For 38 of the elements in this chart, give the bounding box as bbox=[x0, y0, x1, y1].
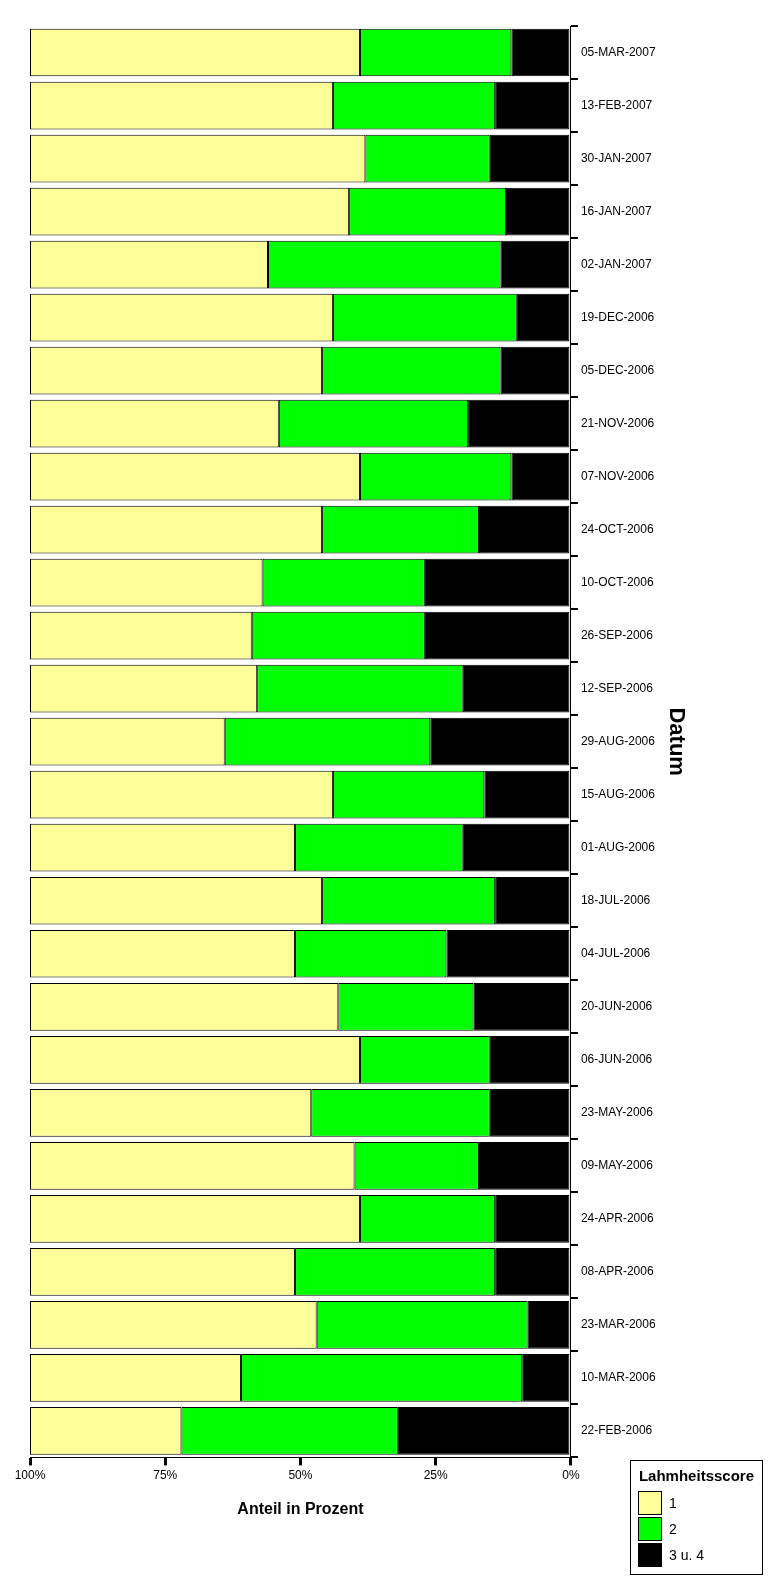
y-tick-label: 21-NOV-2006 bbox=[580, 415, 655, 430]
y-tick-label: 12-SEP-2006 bbox=[580, 681, 654, 695]
y-tick-label: 15-AUG-2006 bbox=[580, 787, 656, 802]
y-tick-label: 06-JUN-2006 bbox=[580, 1052, 653, 1067]
y-tick-label: 18-JUL-2006 bbox=[580, 893, 651, 908]
y-tick-label: 10-OCT-2006 bbox=[580, 574, 654, 589]
y-tick-label: 05-MAR-2007 bbox=[580, 44, 656, 59]
y-tick-label: 13-FEB-2007 bbox=[580, 97, 653, 112]
y-tick-label: 19-DEC-2006 bbox=[580, 309, 655, 324]
x-axis-title: Anteil in Prozent bbox=[237, 1499, 365, 1517]
y-tick-label: 08-APR-2006 bbox=[580, 1264, 654, 1279]
y-tick-label: 04-JUL-2006 bbox=[580, 946, 651, 961]
x-tick-label: 100% bbox=[14, 1467, 46, 1482]
y-tick-label: 09-MAY-2006 bbox=[580, 1158, 654, 1173]
y-tick-label: 26-SEP-2006 bbox=[580, 627, 654, 642]
y-tick-label: 23-MAR-2006 bbox=[580, 1317, 656, 1332]
x-tick-label: 25% bbox=[423, 1467, 449, 1482]
y-tick-label: 29-AUG-2006 bbox=[580, 734, 656, 749]
y-tick-label: 10-MAR-2006 bbox=[580, 1370, 656, 1385]
y-tick-label: 01-AUG-2006 bbox=[580, 840, 656, 855]
legend-title: Lahmheitsscore bbox=[638, 1467, 754, 1484]
y-tick-label: 30-JAN-2007 bbox=[580, 150, 652, 165]
y-tick-label: 07-NOV-2006 bbox=[580, 468, 655, 483]
y-axis-title: Datum bbox=[664, 707, 690, 776]
y-tick-label: 20-JUN-2006 bbox=[580, 999, 653, 1014]
y-tick-label: 24-APR-2006 bbox=[580, 1211, 654, 1226]
y-tick-label: 05-DEC-2006 bbox=[580, 362, 655, 377]
x-tick-label: 0% bbox=[562, 1467, 580, 1482]
y-tick-label: 02-JAN-2007 bbox=[580, 256, 652, 271]
x-tick-label: 75% bbox=[153, 1467, 178, 1482]
y-tick-label: 23-MAY-2006 bbox=[580, 1105, 654, 1120]
legend-label: 2 bbox=[668, 1521, 677, 1537]
legend-label: 1 bbox=[668, 1495, 677, 1511]
y-tick-label: 24-OCT-2006 bbox=[580, 521, 654, 536]
y-tick-label: 22-FEB-2006 bbox=[580, 1423, 653, 1438]
x-tick-label: 50% bbox=[288, 1467, 313, 1482]
y-tick-label: 16-JAN-2007 bbox=[580, 203, 652, 218]
legend-label: 3 u. 4 bbox=[668, 1547, 704, 1563]
